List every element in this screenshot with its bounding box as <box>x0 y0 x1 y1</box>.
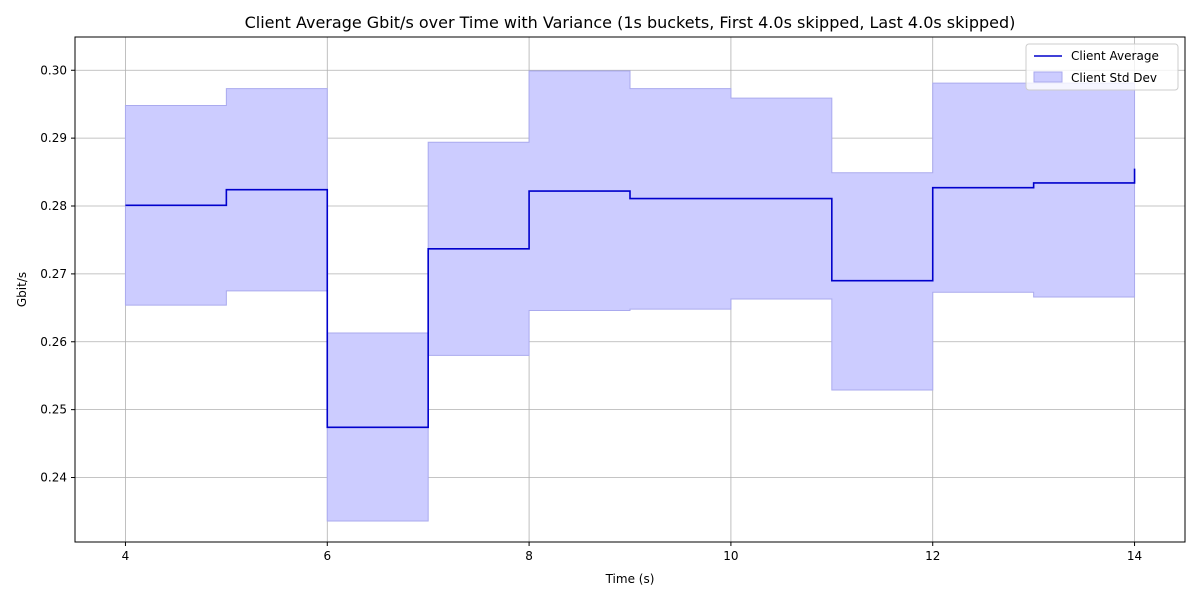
legend-label-stddev: Client Std Dev <box>1071 71 1157 85</box>
x-axis-ticks: 4 6 8 10 12 14 <box>122 542 1142 563</box>
chart-title: Client Average Gbit/s over Time with Var… <box>245 13 1016 32</box>
x-tick-label: 4 <box>122 549 130 563</box>
y-tick-label: 0.27 <box>40 267 67 281</box>
plot-frame <box>74 36 1186 543</box>
y-tick-label: 0.26 <box>40 335 67 349</box>
average-step-line <box>125 168 1136 429</box>
legend: Client Average Client Std Dev <box>1025 43 1179 91</box>
y-tick-label: 0.24 <box>40 471 67 485</box>
std-dev-band-area <box>124 70 1136 522</box>
legend-band-swatch <box>1033 71 1063 83</box>
legend-label-average: Client Average <box>1071 49 1159 63</box>
std-dev-band <box>124 70 1136 522</box>
y-axis-ticks: 0.24 0.25 0.26 0.27 0.28 0.29 0.30 <box>40 63 75 485</box>
y-tick-label: 0.29 <box>40 131 67 145</box>
y-tick-label: 0.25 <box>40 403 67 417</box>
legend-box <box>1025 43 1179 91</box>
y-tick-label: 0.28 <box>40 199 67 213</box>
x-tick-label: 8 <box>525 549 533 563</box>
x-tick-label: 6 <box>323 549 331 563</box>
y-axis-label: Gbit/s <box>15 272 29 307</box>
average-line <box>125 168 1136 429</box>
x-tick-label: 12 <box>925 549 940 563</box>
y-tick-label: 0.30 <box>40 63 67 77</box>
x-tick-label: 14 <box>1127 549 1142 563</box>
x-axis-label: Time (s) <box>605 572 655 586</box>
x-tick-label: 10 <box>723 549 738 563</box>
